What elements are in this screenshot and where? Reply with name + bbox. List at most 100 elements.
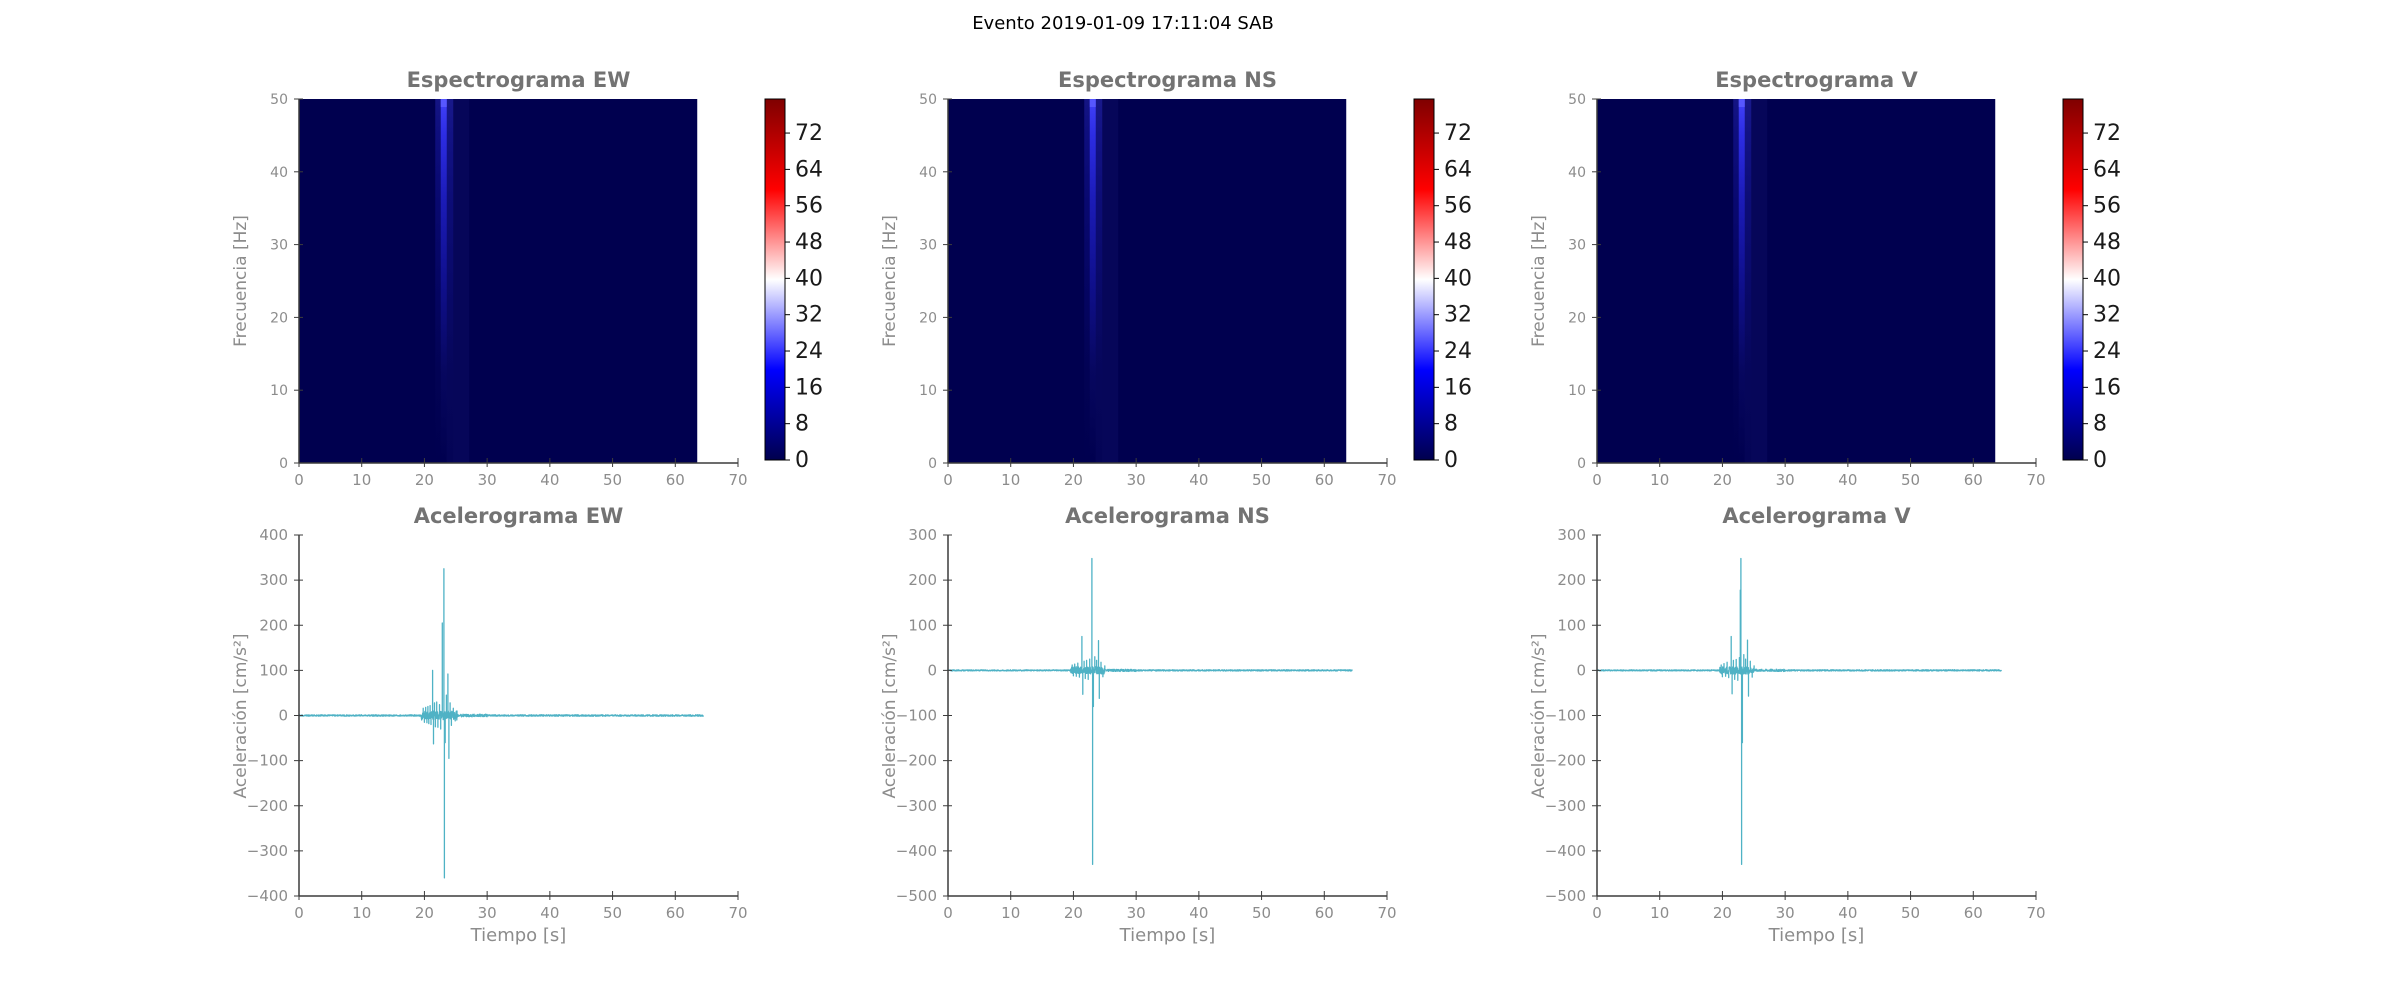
svg-text:200: 200 — [259, 616, 288, 634]
accelerogram-ew-panel: Acelerograma EW Aceleración [cm/s²] Tiem… — [231, 504, 748, 946]
svg-text:400: 400 — [259, 526, 288, 544]
svg-text:72: 72 — [1444, 121, 1472, 146]
accelerogram-v-title: Acelerograma V — [1722, 504, 1911, 528]
svg-text:−200: −200 — [896, 752, 937, 770]
svg-text:40: 40 — [1568, 165, 1586, 181]
svg-text:40: 40 — [1838, 471, 1857, 489]
svg-text:−100: −100 — [896, 707, 937, 725]
accelerogram-ew-xlabel: Tiempo [s] — [470, 925, 567, 946]
svg-text:48: 48 — [2093, 230, 2121, 255]
accelerogram-v-panel: Acelerograma V Aceleración [cm/s²] Tiemp… — [1529, 504, 2046, 946]
figure-title: Evento 2019-01-09 17:11:04 SAB — [972, 13, 1274, 34]
svg-text:60: 60 — [1964, 471, 1983, 489]
svg-text:−400: −400 — [247, 887, 288, 905]
spectrogram-ew-plot-area: 0 10 20 30 40 50 60 70 0 10 20 30 40 50 — [270, 92, 747, 489]
svg-text:300: 300 — [908, 526, 937, 544]
svg-text:40: 40 — [540, 471, 559, 489]
svg-text:0: 0 — [294, 471, 304, 489]
spectrogram-v-title: Espectrograma V — [1715, 68, 1918, 92]
svg-text:0: 0 — [279, 456, 288, 472]
svg-text:30: 30 — [1127, 904, 1146, 922]
svg-text:8: 8 — [1444, 412, 1458, 437]
svg-text:32: 32 — [1444, 303, 1472, 328]
svg-text:10: 10 — [1568, 383, 1586, 399]
svg-text:200: 200 — [1557, 571, 1586, 589]
svg-text:64: 64 — [1444, 157, 1472, 182]
svg-text:0: 0 — [1577, 456, 1586, 472]
svg-text:50: 50 — [919, 92, 937, 108]
svg-text:60: 60 — [1315, 471, 1334, 489]
svg-text:−300: −300 — [1545, 797, 1586, 815]
svg-text:30: 30 — [1776, 471, 1795, 489]
svg-text:50: 50 — [603, 471, 622, 489]
svg-text:50: 50 — [270, 92, 288, 108]
svg-text:24: 24 — [1444, 339, 1472, 364]
spectrogram-v-ylabel: Frecuencia [Hz] — [1529, 215, 1549, 347]
svg-text:56: 56 — [2093, 194, 2121, 219]
svg-text:8: 8 — [2093, 412, 2107, 437]
svg-text:10: 10 — [1650, 904, 1669, 922]
svg-text:70: 70 — [1377, 471, 1396, 489]
svg-text:0: 0 — [278, 707, 288, 725]
svg-text:64: 64 — [795, 157, 823, 182]
accelerogram-ns-title: Acelerograma NS — [1065, 504, 1270, 528]
svg-text:20: 20 — [1064, 904, 1083, 922]
svg-text:20: 20 — [1713, 904, 1732, 922]
svg-text:60: 60 — [666, 471, 685, 489]
svg-text:−500: −500 — [896, 887, 937, 905]
svg-text:−400: −400 — [896, 842, 937, 860]
svg-text:30: 30 — [478, 471, 497, 489]
svg-text:10: 10 — [1001, 471, 1020, 489]
svg-text:30: 30 — [1776, 904, 1795, 922]
svg-text:70: 70 — [2026, 904, 2045, 922]
svg-text:72: 72 — [2093, 121, 2121, 146]
svg-text:70: 70 — [2026, 471, 2045, 489]
svg-text:40: 40 — [919, 165, 937, 181]
svg-text:0: 0 — [1444, 448, 1458, 473]
svg-text:10: 10 — [1001, 904, 1020, 922]
svg-text:−100: −100 — [1545, 707, 1586, 725]
svg-text:50: 50 — [1901, 471, 1920, 489]
svg-text:72: 72 — [795, 121, 823, 146]
svg-text:−300: −300 — [896, 797, 937, 815]
svg-text:0: 0 — [943, 471, 953, 489]
svg-text:0: 0 — [928, 456, 937, 472]
svg-text:100: 100 — [908, 616, 937, 634]
svg-text:30: 30 — [919, 238, 937, 254]
svg-text:32: 32 — [2093, 303, 2121, 328]
svg-text:10: 10 — [352, 471, 371, 489]
svg-text:24: 24 — [795, 339, 823, 364]
svg-text:0: 0 — [2093, 448, 2107, 473]
svg-text:48: 48 — [1444, 230, 1472, 255]
svg-text:0: 0 — [1592, 904, 1602, 922]
svg-text:30: 30 — [478, 904, 497, 922]
svg-text:32: 32 — [795, 303, 823, 328]
svg-text:−200: −200 — [1545, 752, 1586, 770]
svg-text:−200: −200 — [247, 797, 288, 815]
svg-text:20: 20 — [415, 471, 434, 489]
svg-text:20: 20 — [919, 310, 937, 326]
svg-text:100: 100 — [1557, 616, 1586, 634]
colorbar-ns: 0 8 16 24 32 40 48 56 64 72 — [1413, 98, 1472, 473]
colorbar-ew: 0 8 16 24 32 40 48 56 64 72 — [764, 98, 823, 473]
svg-text:40: 40 — [270, 165, 288, 181]
svg-text:24: 24 — [2093, 339, 2121, 364]
svg-text:50: 50 — [1252, 471, 1271, 489]
svg-text:10: 10 — [1650, 471, 1669, 489]
spectrogram-ew-ylabel: Frecuencia [Hz] — [231, 215, 251, 347]
svg-text:56: 56 — [1444, 194, 1472, 219]
spectrogram-v-plot-area: 0 10 20 30 40 50 60 70 0 10 20 30 40 50 — [1568, 92, 2045, 489]
svg-text:30: 30 — [1127, 471, 1146, 489]
svg-text:40: 40 — [1444, 266, 1472, 291]
spectrogram-ns-plot-area: 0 10 20 30 40 50 60 70 0 10 20 30 40 50 — [919, 92, 1396, 489]
svg-text:40: 40 — [1189, 904, 1208, 922]
svg-text:0: 0 — [1576, 661, 1586, 679]
svg-text:20: 20 — [270, 310, 288, 326]
spectrogram-ns-panel: Espectrograma NS Frecuencia [Hz] 0 10 20 30… — [880, 68, 1397, 489]
svg-text:−100: −100 — [247, 752, 288, 770]
svg-text:70: 70 — [728, 471, 747, 489]
accelerogram-v-plot-area: 0 10 20 30 40 50 60 70 −500 −400 −300 −200 −100 0 100 2… — [1545, 526, 2046, 922]
svg-text:20: 20 — [1064, 471, 1083, 489]
svg-text:300: 300 — [1557, 526, 1586, 544]
svg-text:−500: −500 — [1545, 887, 1586, 905]
